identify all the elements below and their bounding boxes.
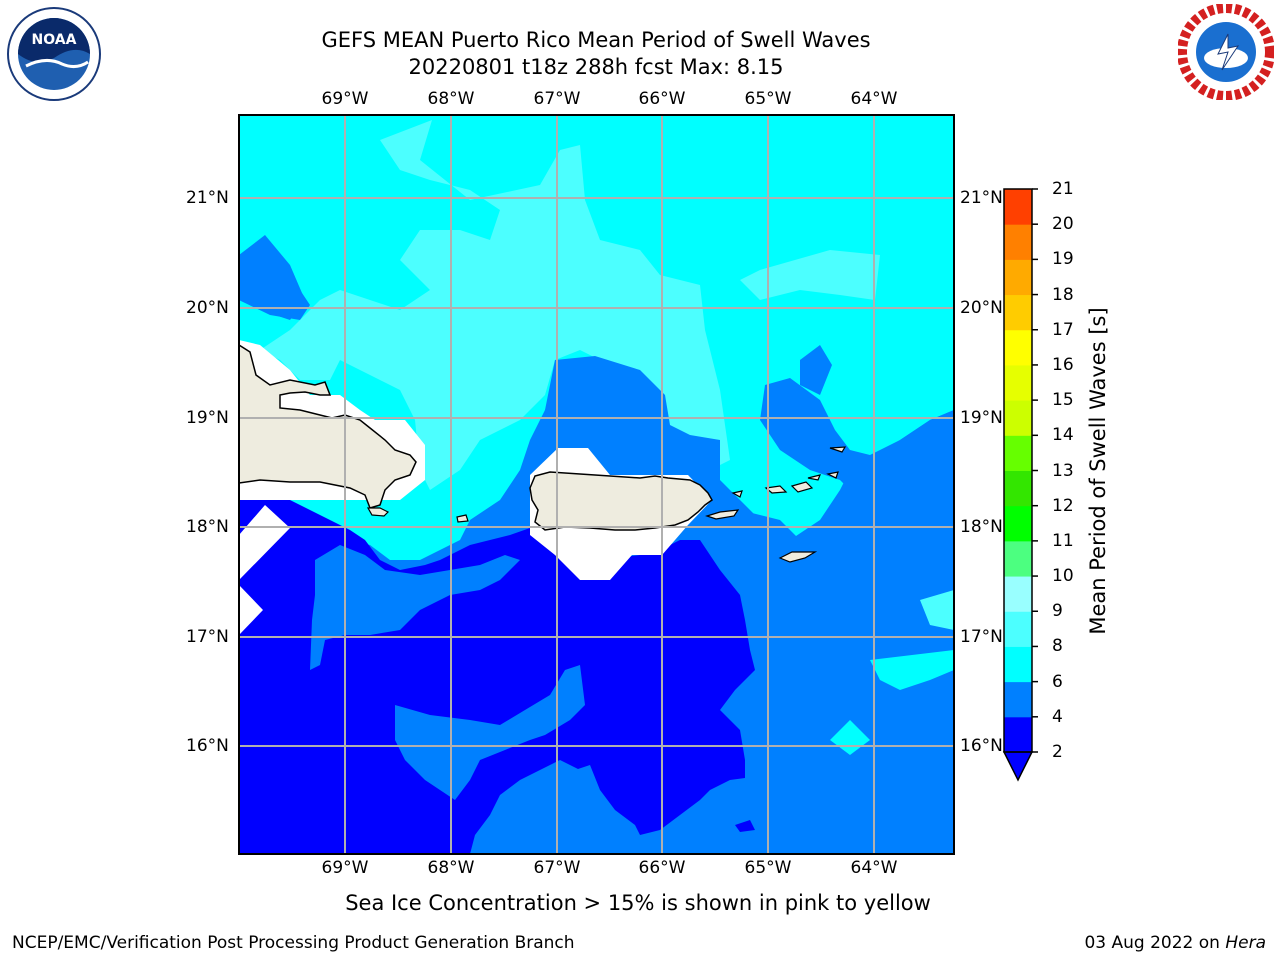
noaa-logo: NOAA [7, 7, 101, 101]
colorbar-tick-label: 14 [1052, 425, 1074, 446]
footer-host: Hera [1225, 933, 1266, 953]
lat-label-left: 17°N [186, 627, 229, 647]
ocean-6-8-blob [870, 650, 954, 690]
lat-label-right: 21°N [960, 188, 1003, 208]
colorbar-tick-label: 15 [1052, 390, 1074, 411]
ocean-4-6-intrusion [310, 545, 520, 670]
colorbar-tick-label: 12 [1052, 495, 1074, 516]
lat-label-right: 19°N [960, 408, 1003, 428]
lat-label-left: 20°N [186, 298, 229, 318]
lon-label-top: 67°W [533, 89, 581, 109]
lon-label-top: 66°W [638, 89, 686, 109]
colorbar-segment [1004, 681, 1032, 718]
lat-label-left: 16°N [186, 736, 229, 756]
colorbar-segment [1004, 646, 1032, 683]
lat-label-right: 16°N [960, 736, 1003, 756]
hispaniola-land [239, 344, 417, 509]
svg-text:NOAA: NOAA [32, 32, 77, 48]
colorbar-tick-label: 11 [1052, 530, 1074, 551]
ocean-8-9-patch [260, 120, 730, 490]
colorbar-segment [1004, 189, 1032, 225]
colorbar-segment [1004, 329, 1032, 366]
lon-label-top: 65°W [744, 89, 792, 109]
colorbar-segment [1004, 470, 1032, 507]
colorbar-segment [1004, 435, 1032, 471]
lon-label-top: 64°W [850, 89, 898, 109]
colorbar-segment [1004, 716, 1032, 753]
colorbar-extension [1002, 751, 1034, 782]
virgin-islands [731, 446, 847, 498]
lon-label-top: 68°W [427, 89, 475, 109]
ocean-8-9-patch [575, 230, 605, 260]
colorbar-tick-label: 8 [1052, 636, 1063, 657]
lon-label-bottom: 67°W [533, 858, 581, 878]
gridlines [239, 115, 954, 854]
map-area [239, 115, 954, 854]
nws-logo [1178, 4, 1274, 100]
saona-island [366, 507, 390, 517]
colorbar-segment [1004, 294, 1032, 331]
colorbar-tick-label: 13 [1052, 460, 1074, 481]
ocean-4-6-blob [540, 356, 720, 490]
colorbar-tick-label: 4 [1052, 706, 1063, 727]
colorbar-segment [1004, 611, 1032, 647]
ocean-4-6-blob [760, 378, 954, 520]
lat-label-right: 17°N [960, 627, 1003, 647]
lat-label-right: 18°N [960, 517, 1003, 537]
lon-label-top: 69°W [321, 89, 369, 109]
missing-data-area [239, 505, 290, 580]
mona-island [456, 514, 469, 523]
plot-title-line2: 20220801 t18z 288h fcst Max: 8.15 [408, 55, 784, 79]
ocean-2-4-blob [735, 820, 755, 832]
colorbar-segment [1004, 576, 1032, 612]
colorbar-tick-label: 17 [1052, 319, 1074, 340]
colorbar-label: Mean Period of Swell Waves [s] [1086, 307, 1110, 635]
footer-date-text: 03 Aug 2022 on [1084, 933, 1226, 953]
lon-label-bottom: 64°W [850, 858, 898, 878]
colorbar-segment [1004, 540, 1032, 577]
lat-label-left: 18°N [186, 517, 229, 537]
lon-label-bottom: 65°W [744, 858, 792, 878]
puerto-rico-land [529, 471, 713, 531]
colorbar-tick-label: 6 [1052, 671, 1063, 692]
plot-title-line1: GEFS MEAN Puerto Rico Mean Period of Swe… [321, 28, 871, 52]
colorbar-segment [1004, 224, 1032, 260]
colorbar-segment [1004, 364, 1032, 401]
ocean-2-4-blob [418, 818, 432, 838]
missing-data-area [239, 585, 263, 635]
footer-credit: NCEP/EMC/Verification Post Processing Pr… [12, 933, 575, 953]
ocean-2-4-region [239, 500, 755, 854]
colorbar-tick-label: 20 [1052, 214, 1074, 235]
colorbar-segment [1004, 259, 1032, 296]
colorbar-tick-label: 21 [1052, 179, 1074, 199]
ocean-4-6-blob [800, 345, 832, 395]
ocean-4-6-intrusion [575, 765, 640, 840]
colorbar [1002, 188, 1038, 782]
colorbar-tick-label: 9 [1052, 601, 1063, 622]
colorbar-tick-label: 10 [1052, 566, 1074, 587]
footer-date: 03 Aug 2022 on Hera [1084, 933, 1266, 953]
vieques-island [705, 509, 740, 520]
colorbar-tick-label: 19 [1052, 249, 1074, 270]
colorbar-tick-label: 16 [1052, 354, 1074, 375]
lat-label-left: 21°N [186, 188, 229, 208]
map-frame [238, 114, 955, 855]
ocean-8-9-patch [920, 590, 954, 630]
lon-label-bottom: 66°W [638, 858, 686, 878]
ocean-4-6-blob [239, 235, 305, 320]
sea-ice-note: Sea Ice Concentration > 15% is shown in … [345, 891, 931, 915]
lon-label-bottom: 68°W [427, 858, 475, 878]
colorbar-segment [1004, 505, 1032, 542]
colorbar-tick-label: 2 [1052, 742, 1063, 762]
lat-label-right: 20°N [960, 298, 1003, 318]
colorbar-segment [1004, 400, 1032, 436]
st-croix-island [778, 551, 818, 563]
ocean-4-6-intrusion [395, 665, 585, 800]
ocean-8-9-patch [740, 250, 880, 300]
colorbar-tick-label: 18 [1052, 284, 1074, 305]
lon-label-bottom: 69°W [321, 858, 369, 878]
lat-label-left: 19°N [186, 408, 229, 428]
